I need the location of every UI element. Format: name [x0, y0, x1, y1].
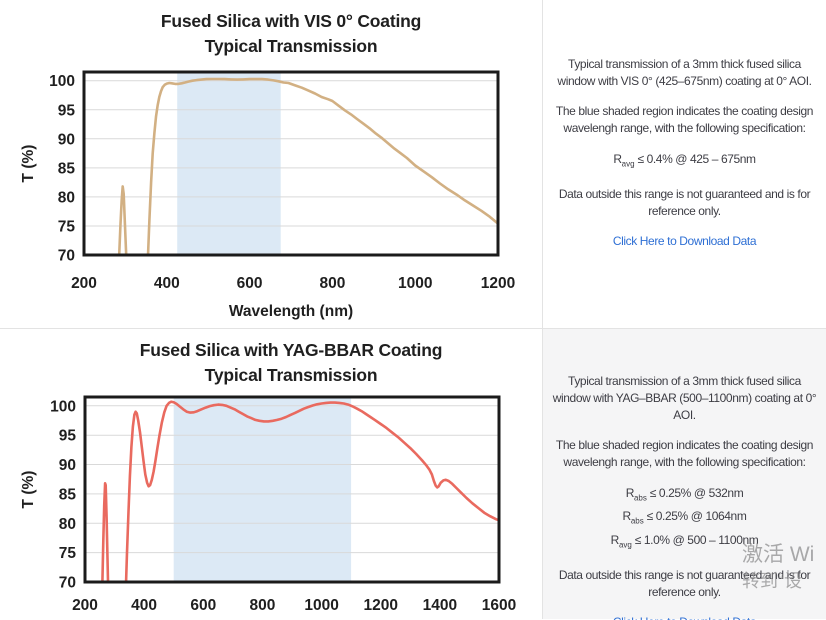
y-tick-label: 100	[49, 73, 75, 90]
yag-chart-title-line1: Fused Silica with YAG-BBAR Coating	[139, 340, 443, 360]
vis-download-data-link[interactable]: Click Here to Download Data	[612, 234, 757, 249]
yag-section: Fused Silica with YAG-BBAR Coating Typic…	[0, 329, 826, 620]
yag-download-data-link[interactable]: Click Here to Download Data	[549, 614, 820, 620]
y-tick-label: 75	[58, 219, 76, 236]
yag-info-note: Data outside this range is not guarantee…	[558, 568, 811, 600]
yag-spec-list: Rabs ≤ 0.25% @ 532nm Rabs ≤ 0.25% @ 1064n…	[549, 484, 820, 554]
plot-border	[82, 70, 500, 257]
vis-spec-list: Ravg ≤ 0.4% @ 425 – 675nm	[549, 150, 820, 173]
y-tick-label: 95	[59, 428, 77, 445]
y-tick-label: 85	[58, 160, 76, 177]
spec-line: Rabs ≤ 0.25% @ 532nm	[625, 486, 744, 503]
vis-section: Fused Silica with VIS 0° Coating Typical…	[0, 0, 826, 329]
x-tick-label: 600	[190, 597, 216, 614]
x-tick-label: 400	[154, 275, 180, 292]
y-tick-label: 75	[59, 545, 77, 562]
vis-info-paragraph-1: Typical transmission of a 3mm thick fuse…	[557, 57, 812, 88]
x-tick-label: 1000	[304, 597, 338, 614]
y-tick-label: 85	[59, 486, 77, 503]
yag-info-paragraph-1: Typical transmission of a 3mm thick fuse…	[552, 374, 817, 422]
y-tick-label: 70	[58, 248, 75, 265]
transmission-curve	[101, 400, 499, 582]
x-tick-label: 200	[72, 597, 98, 614]
spec-line: Ravg ≤ 0.4% @ 425 – 675nm	[613, 152, 756, 169]
yag-chart-title: Fused Silica with YAG-BBAR Coating Typic…	[0, 338, 542, 388]
x-tick-label: 800	[319, 275, 345, 292]
vis-chart-column: Fused Silica with VIS 0° Coating Typical…	[0, 0, 543, 328]
x-tick-label: 1400	[423, 597, 457, 614]
x-tick-label: 1000	[398, 275, 432, 292]
x-tick-label: 1600	[482, 597, 516, 614]
x-tick-label: 800	[249, 597, 275, 614]
spec-line: Ravg ≤ 1.0% @ 500 – 1100nm	[610, 532, 759, 550]
y-tick-label: 90	[59, 457, 76, 474]
yag-info-paragraph-2: The blue shaded region indicates the coa…	[555, 438, 814, 469]
yag-transmission-chart: 70 75 80 85 90 95 100 200 400 600 800 1000 1200 1400 1…	[20, 395, 516, 614]
y-tick-label: 100	[50, 398, 76, 415]
yag-chart-title-line2: Typical Transmission	[204, 365, 378, 385]
yag-chart-column: Fused Silica with YAG-BBAR Coating Typic…	[0, 329, 543, 619]
vis-chart-title-line1: Fused Silica with VIS 0° Coating	[160, 11, 422, 31]
vis-info-panel: Typical transmission of a 3mm thick fuse…	[543, 0, 826, 328]
x-axis-title: Wavelength (nm)	[229, 303, 353, 320]
vis-chart-title-line2: Typical Transmission	[204, 36, 378, 56]
plot-border	[83, 395, 501, 584]
y-tick-label: 80	[59, 516, 76, 533]
design-range-shade	[173, 397, 352, 582]
y-axis-title: T (%)	[20, 145, 37, 183]
y-tick-label: 95	[58, 102, 76, 119]
x-tick-label: 600	[237, 275, 263, 292]
spec-line: Rabs ≤ 0.25% @ 1064nm	[622, 509, 747, 526]
vis-chart-title: Fused Silica with VIS 0° Coating Typical…	[0, 9, 542, 59]
x-tick-label: 1200	[481, 275, 515, 292]
vis-info-paragraph-2: The blue shaded region indicates the coa…	[555, 104, 814, 135]
y-tick-label: 70	[59, 575, 76, 592]
x-tick-label: 200	[71, 275, 97, 292]
x-tick-label: 1200	[363, 597, 397, 614]
yag-info-panel: Typical transmission of a 3mm thick fuse…	[543, 329, 826, 620]
design-range-shade	[177, 72, 281, 255]
y-axis-title: T (%)	[20, 471, 37, 509]
y-tick-label: 80	[58, 189, 75, 206]
y-tick-label: 90	[58, 131, 75, 148]
vis-transmission-chart: 70 75 80 85 90 95 100 200 400 600 800 1000 1200 Wavel…	[20, 70, 515, 320]
vis-info-note: Data outside this range is not guarantee…	[558, 187, 811, 219]
x-tick-label: 400	[131, 597, 157, 614]
